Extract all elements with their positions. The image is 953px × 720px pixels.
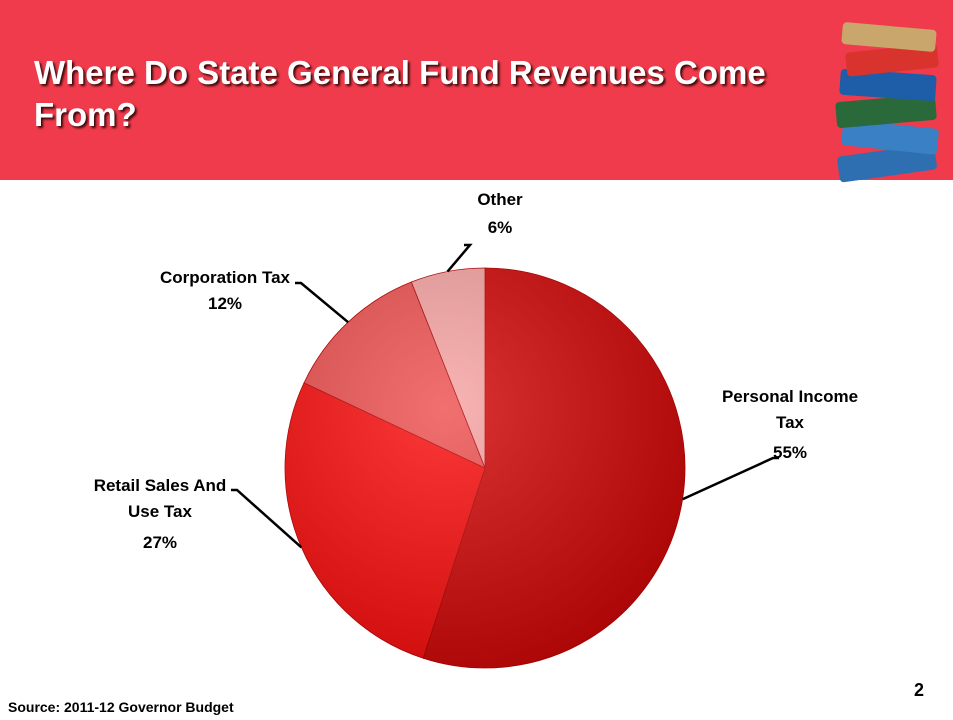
leader-line [682, 456, 779, 501]
value-label: 6% [487, 218, 513, 237]
category-label: Retail Sales And Use Tax [93, 476, 227, 521]
source-note: Source: 2011-12 Governor Budget [8, 699, 234, 715]
value-label: 12% [207, 294, 243, 313]
slide-title: Where Do State General Fund Revenues Com… [34, 54, 766, 133]
header-band [0, 0, 953, 180]
value-label: 55% [772, 443, 808, 462]
leader-line [231, 488, 303, 549]
leader-line [446, 243, 473, 273]
category-label: Corporation Tax [159, 268, 291, 287]
category-label: Personal Income Tax [721, 387, 859, 432]
page-number: 2 [914, 680, 925, 700]
books-icon [835, 22, 939, 183]
category-label: Other [477, 190, 523, 209]
value-label: 27% [142, 533, 178, 552]
